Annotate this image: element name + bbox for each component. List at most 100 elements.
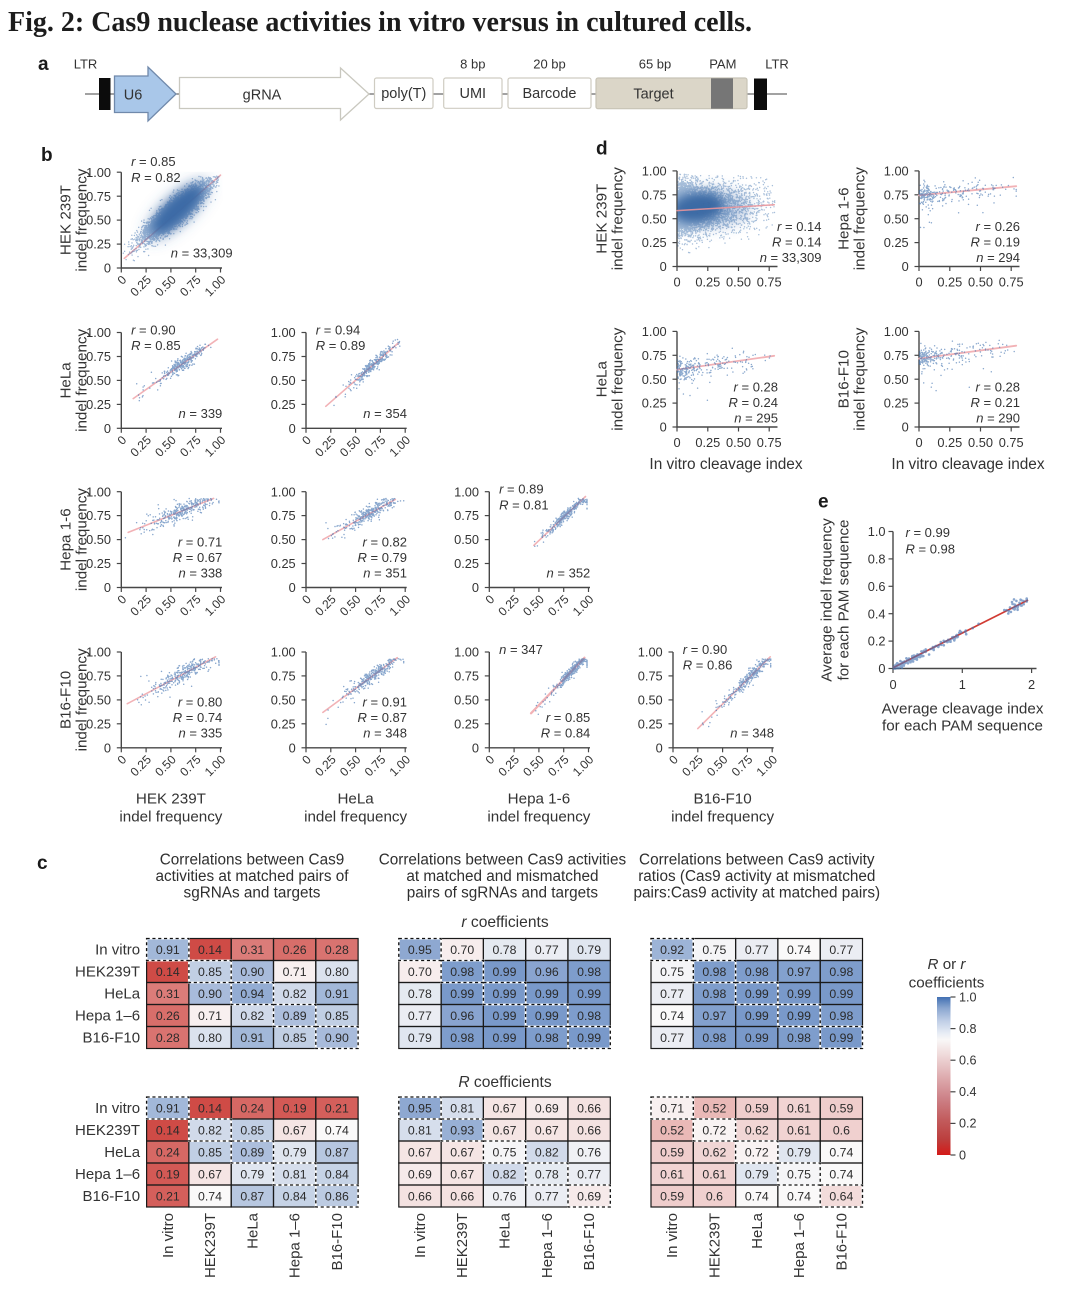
svg-text:B16-F10: B16-F10 <box>83 1030 141 1047</box>
svg-text:0.62: 0.62 <box>702 1145 726 1159</box>
svg-text:r = 0.90: r = 0.90 <box>131 323 175 338</box>
svg-text:1.00: 1.00 <box>202 592 229 619</box>
svg-text:0.74: 0.74 <box>660 1009 684 1023</box>
svg-text:0.50: 0.50 <box>642 372 667 387</box>
svg-text:0.14: 0.14 <box>156 1123 180 1137</box>
svg-text:Hepa 1–6: Hepa 1–6 <box>791 1213 808 1278</box>
svg-text:0.72: 0.72 <box>702 1123 726 1137</box>
svg-text:n = 338: n = 338 <box>179 565 223 580</box>
svg-text:In vitro: In vitro <box>160 1213 177 1258</box>
svg-text:0.85: 0.85 <box>198 1145 222 1159</box>
svg-text:0.75: 0.75 <box>271 508 296 523</box>
svg-text:activities at matched pairs of: activities at matched pairs of <box>156 868 350 885</box>
svg-text:0.80: 0.80 <box>325 965 349 979</box>
svg-text:indel frequency: indel frequency <box>852 167 869 270</box>
svg-text:n = 33,309: n = 33,309 <box>171 246 233 261</box>
svg-text:0.26: 0.26 <box>156 1009 180 1023</box>
svg-text:1.00: 1.00 <box>454 645 479 660</box>
svg-text:0.99: 0.99 <box>450 987 474 1001</box>
svg-text:In vitro: In vitro <box>95 942 140 959</box>
svg-text:0.25: 0.25 <box>127 433 154 460</box>
svg-text:r = 0.85: r = 0.85 <box>546 710 590 725</box>
svg-text:0.99: 0.99 <box>535 1009 559 1023</box>
svg-text:r = 0.85: r = 0.85 <box>131 154 175 169</box>
svg-text:0.75: 0.75 <box>177 752 204 779</box>
svg-text:0.50: 0.50 <box>454 532 479 547</box>
svg-text:0.25: 0.25 <box>127 752 154 779</box>
svg-text:0.50: 0.50 <box>520 592 547 619</box>
svg-text:HEK239T: HEK239T <box>454 1213 471 1278</box>
svg-text:0.75: 0.75 <box>638 669 663 684</box>
svg-text:r = 0.26: r = 0.26 <box>976 219 1020 234</box>
svg-text:Hepa 1-6: Hepa 1-6 <box>508 791 570 808</box>
svg-text:0.25: 0.25 <box>495 752 522 779</box>
svg-text:0.66: 0.66 <box>577 1123 601 1137</box>
svg-text:0.8: 0.8 <box>868 552 886 567</box>
svg-text:0.67: 0.67 <box>283 1123 307 1137</box>
svg-text:0.98: 0.98 <box>577 965 601 979</box>
svg-text:n = 348: n = 348 <box>730 726 774 741</box>
svg-text:0: 0 <box>889 677 896 692</box>
svg-text:0.76: 0.76 <box>493 1189 517 1203</box>
svg-text:0.25: 0.25 <box>271 716 296 731</box>
svg-text:0.50: 0.50 <box>337 433 364 460</box>
svg-text:0: 0 <box>289 740 296 755</box>
svg-text:0.97: 0.97 <box>787 965 811 979</box>
svg-text:0.25: 0.25 <box>271 556 296 571</box>
svg-text:0.81: 0.81 <box>408 1123 432 1137</box>
svg-text:1.00: 1.00 <box>86 165 111 180</box>
svg-text:LTR: LTR <box>765 57 789 72</box>
svg-text:indel frequency: indel frequency <box>487 809 590 826</box>
svg-text:HeLa: HeLa <box>337 791 374 808</box>
svg-text:n = 33,309: n = 33,309 <box>760 250 822 265</box>
svg-text:at matched and mismatched: at matched and mismatched <box>406 868 598 885</box>
svg-text:0.14: 0.14 <box>198 1101 222 1115</box>
svg-text:1.00: 1.00 <box>202 433 229 460</box>
svg-text:e: e <box>818 492 829 513</box>
svg-text:0.89: 0.89 <box>283 1009 307 1023</box>
svg-text:HEK 239T: HEK 239T <box>594 184 611 254</box>
svg-text:0.31: 0.31 <box>240 943 264 957</box>
svg-text:0: 0 <box>915 275 922 290</box>
svg-text:B16-F10: B16-F10 <box>58 671 75 729</box>
svg-text:0.98: 0.98 <box>787 1031 811 1045</box>
svg-text:0.95: 0.95 <box>408 943 432 957</box>
svg-text:Hepa 1–6: Hepa 1–6 <box>75 1008 140 1025</box>
svg-text:0.99: 0.99 <box>745 1009 769 1023</box>
svg-text:0.50: 0.50 <box>271 373 296 388</box>
svg-text:Hepa 1–6: Hepa 1–6 <box>287 1213 304 1278</box>
svg-text:R = 0.89: R = 0.89 <box>316 338 366 353</box>
svg-text:0.21: 0.21 <box>156 1189 180 1203</box>
svg-text:indel frequency: indel frequency <box>74 328 91 431</box>
svg-text:0.25: 0.25 <box>86 237 111 252</box>
svg-text:0.25: 0.25 <box>884 396 909 411</box>
svg-text:0.25: 0.25 <box>86 716 111 731</box>
svg-text:0.75: 0.75 <box>271 349 296 364</box>
svg-text:0.99: 0.99 <box>493 987 517 1001</box>
svg-text:0: 0 <box>115 433 130 448</box>
svg-text:0.98: 0.98 <box>702 1031 726 1045</box>
svg-text:0.75: 0.75 <box>999 435 1024 450</box>
svg-text:0.93: 0.93 <box>450 1123 474 1137</box>
svg-text:0.82: 0.82 <box>493 1167 517 1181</box>
svg-text:0.99: 0.99 <box>493 965 517 979</box>
svg-text:0.71: 0.71 <box>283 965 307 979</box>
svg-text:0.31: 0.31 <box>156 987 180 1001</box>
svg-text:0.52: 0.52 <box>660 1123 684 1137</box>
svg-text:R = 0.85: R = 0.85 <box>131 338 181 353</box>
svg-text:1.00: 1.00 <box>387 592 414 619</box>
svg-text:65 bp: 65 bp <box>639 57 672 72</box>
svg-text:0.14: 0.14 <box>156 965 180 979</box>
svg-text:1.00: 1.00 <box>570 592 597 619</box>
svg-text:0.52: 0.52 <box>702 1101 726 1115</box>
svg-text:0.76: 0.76 <box>577 1145 601 1159</box>
svg-text:0.74: 0.74 <box>325 1123 349 1137</box>
svg-text:R or r: R or r <box>928 956 967 973</box>
svg-text:0.50: 0.50 <box>454 693 479 708</box>
svg-text:0.79: 0.79 <box>408 1031 432 1045</box>
svg-text:gRNA: gRNA <box>243 88 282 104</box>
svg-text:0.79: 0.79 <box>240 1167 264 1181</box>
svg-text:0.74: 0.74 <box>745 1189 769 1203</box>
svg-text:R = 0.67: R = 0.67 <box>173 550 223 565</box>
svg-text:n = 351: n = 351 <box>363 565 407 580</box>
